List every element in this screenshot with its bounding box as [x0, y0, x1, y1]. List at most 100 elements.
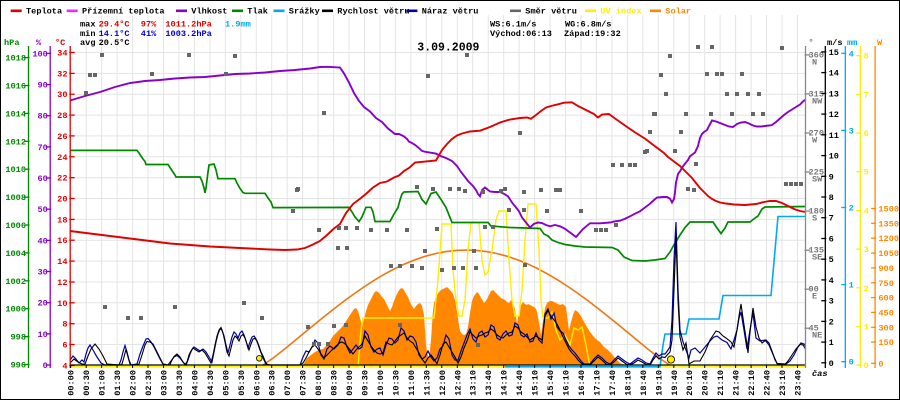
svg-text:16:40: 16:40: [577, 370, 587, 396]
svg-text:09:00: 09:00: [345, 370, 355, 396]
svg-text:80: 80: [37, 112, 47, 122]
svg-text:19:10: 19:10: [654, 370, 664, 396]
svg-text:SW: SW: [812, 175, 823, 185]
svg-text:22: 22: [57, 174, 67, 184]
svg-text:97%: 97%: [141, 20, 157, 30]
svg-text:09:30: 09:30: [361, 370, 371, 396]
svg-text:30: 30: [37, 268, 47, 278]
svg-text:40: 40: [37, 236, 47, 246]
svg-text:S: S: [812, 214, 817, 224]
svg-text:1002: 1002: [5, 277, 26, 287]
svg-text:05:00: 05:00: [221, 370, 231, 396]
svg-text:45: 45: [809, 324, 819, 334]
svg-text:22:40: 22:40: [763, 370, 773, 396]
svg-text:00:30: 00:30: [82, 370, 92, 396]
svg-text:34: 34: [57, 49, 67, 59]
svg-text:15:10: 15:10: [531, 370, 541, 396]
svg-text:3: 3: [829, 297, 834, 307]
svg-text:5: 5: [829, 255, 834, 265]
svg-text:41%: 41%: [141, 29, 157, 39]
svg-text:Východ:06:13: Východ:06:13: [490, 29, 552, 39]
svg-text:12: 12: [57, 278, 67, 288]
svg-text:01:30: 01:30: [113, 370, 123, 396]
svg-text:14.1°C: 14.1°C: [99, 29, 130, 39]
svg-text:avg: avg: [80, 38, 95, 48]
svg-text:135: 135: [809, 246, 824, 256]
svg-text:Náraz větru: Náraz větru: [422, 7, 479, 17]
svg-text:3.09.2009: 3.09.2009: [417, 42, 479, 55]
svg-text:1010: 1010: [5, 165, 26, 175]
svg-text:WG:6.8m/s: WG:6.8m/s: [565, 20, 611, 30]
svg-text:1008: 1008: [5, 193, 26, 203]
svg-text:30: 30: [57, 90, 67, 100]
svg-text:10: 10: [57, 299, 67, 309]
svg-text:21:10: 21:10: [716, 370, 726, 396]
svg-text:0: 0: [829, 359, 834, 369]
svg-text:Srážky: Srážky: [289, 7, 320, 17]
svg-text:21:40: 21:40: [732, 370, 742, 396]
svg-text:16:10: 16:10: [562, 370, 572, 396]
svg-text:Západ:19:32: Západ:19:32: [564, 29, 621, 39]
svg-text:07:00: 07:00: [283, 370, 293, 396]
svg-text:600: 600: [878, 294, 893, 304]
svg-text:11: 11: [829, 131, 839, 141]
svg-text:1003.2hPa: 1003.2hPa: [165, 29, 211, 39]
svg-text:%: %: [36, 38, 42, 48]
svg-text:Směr větru: Směr větru: [525, 7, 577, 17]
svg-text:0: 0: [864, 361, 869, 371]
svg-text:hPa: hPa: [4, 38, 19, 48]
svg-text:2: 2: [864, 284, 869, 294]
svg-text:23:40: 23:40: [794, 370, 804, 396]
svg-text:Přízemní teplota: Přízemní teplota: [82, 7, 165, 17]
svg-text:1050: 1050: [878, 249, 899, 259]
svg-text:8: 8: [829, 193, 834, 203]
svg-text:15: 15: [829, 48, 839, 58]
svg-text:05:30: 05:30: [237, 370, 247, 396]
svg-text:3: 3: [864, 245, 869, 255]
svg-text:28: 28: [57, 111, 67, 121]
svg-text:1012: 1012: [5, 137, 26, 147]
svg-text:50: 50: [37, 205, 47, 215]
svg-text:W: W: [812, 136, 818, 146]
svg-text:750: 750: [878, 279, 893, 289]
svg-text:Solar: Solar: [665, 7, 691, 17]
svg-text:26: 26: [57, 132, 67, 142]
svg-text:1200: 1200: [878, 234, 899, 244]
svg-text:24: 24: [57, 153, 67, 163]
svg-text:02:30: 02:30: [144, 370, 154, 396]
svg-text:Rychlost větru: Rychlost větru: [337, 7, 409, 17]
svg-text:mm: mm: [847, 38, 857, 48]
svg-text:18:10: 18:10: [623, 370, 633, 396]
svg-text:13:10: 13:10: [469, 370, 479, 396]
svg-text:90: 90: [37, 81, 47, 91]
svg-text:14: 14: [57, 257, 67, 267]
svg-text:315: 315: [809, 89, 824, 99]
svg-text:10:00: 10:00: [376, 370, 386, 396]
svg-text:0: 0: [878, 359, 883, 369]
svg-text:4: 4: [864, 206, 869, 216]
svg-text:450: 450: [878, 308, 893, 318]
svg-text:7: 7: [829, 214, 834, 224]
svg-text:°: °: [809, 38, 814, 48]
svg-text:m/s: m/s: [827, 38, 842, 48]
svg-text:2: 2: [849, 204, 854, 214]
svg-text:12: 12: [829, 110, 839, 120]
svg-text:17:40: 17:40: [608, 370, 618, 396]
svg-text:5: 5: [864, 168, 869, 178]
svg-text:SE: SE: [812, 253, 822, 263]
svg-text:11:00: 11:00: [407, 370, 417, 396]
svg-text:18: 18: [57, 215, 67, 225]
svg-text:180: 180: [809, 207, 824, 217]
svg-text:4: 4: [829, 276, 834, 286]
svg-text:90: 90: [809, 285, 819, 295]
svg-text:04:30: 04:30: [206, 370, 216, 396]
svg-text:18:40: 18:40: [639, 370, 649, 396]
svg-text:1004: 1004: [5, 249, 26, 259]
svg-text:13:40: 13:40: [484, 370, 494, 396]
svg-text:15:40: 15:40: [546, 370, 556, 396]
svg-text:1006: 1006: [5, 221, 26, 231]
svg-text:1011.2hPa: 1011.2hPa: [165, 20, 211, 30]
svg-text:150: 150: [878, 338, 893, 348]
svg-text:22:10: 22:10: [747, 370, 757, 396]
svg-text:1018: 1018: [5, 54, 26, 64]
